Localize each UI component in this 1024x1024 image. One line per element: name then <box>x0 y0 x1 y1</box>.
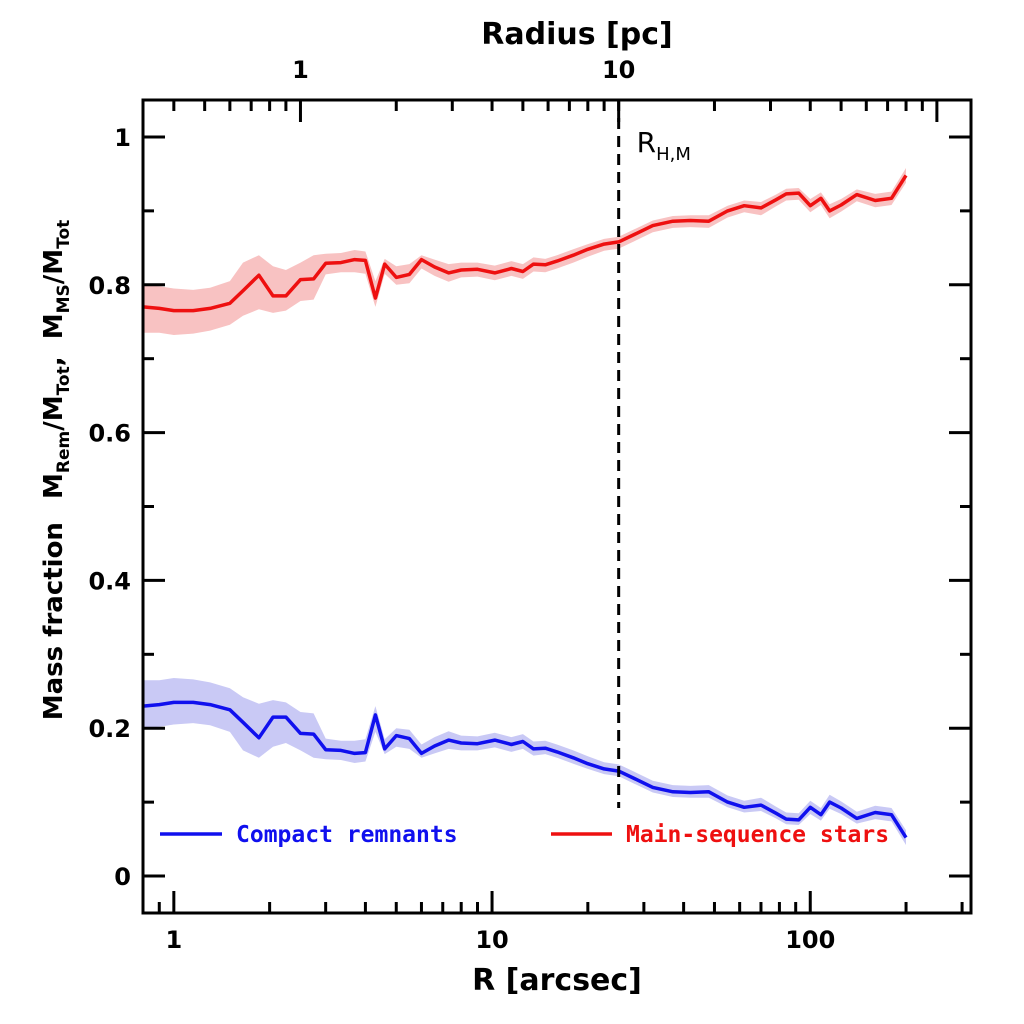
y-tick-label: 0 <box>114 863 131 891</box>
y-axis-label-prefix: Mass fraction <box>39 522 69 720</box>
x-bottom-tick-label: 10 <box>475 926 508 954</box>
plot-frame <box>141 98 973 915</box>
y-axis-label-m-rem: M <box>39 473 69 499</box>
y-axis-label-m-ms: M <box>39 313 69 339</box>
y-axis-label-sep: , <box>39 356 69 366</box>
rhm-label: RH,M <box>637 126 691 165</box>
legend: Compact remnants Main-sequence stars <box>160 822 889 848</box>
y-tick-label: 0.6 <box>88 420 131 448</box>
y-tick-label: 0.2 <box>88 715 131 743</box>
y-tick-label: 0.4 <box>88 567 131 595</box>
x-bottom-tick-label: 1 <box>165 926 182 954</box>
series-lines <box>142 174 908 839</box>
x-top-tick-label: 1 <box>292 56 309 84</box>
y-axis-label-ms-sub: MS <box>54 284 74 313</box>
legend-label-main-sequence-stars: Main-sequence stars <box>626 822 889 848</box>
x-bottom-tick-label: 100 <box>785 926 835 954</box>
compact-remnants-band <box>143 678 906 845</box>
error-bands <box>143 168 906 845</box>
y-axis-label-m-tot-2: /M <box>39 249 69 284</box>
y-axis-label-rem-sub: Rem <box>54 431 74 473</box>
legend-label-compact-remnants: Compact remnants <box>236 822 458 848</box>
compact-remnants-line <box>142 700 908 839</box>
x-axis-label: R [arcsec] <box>472 963 642 998</box>
y-axis-label-tot-sub-1: Tot <box>54 366 74 395</box>
x-top-axis-label: Radius [pc] <box>481 17 672 52</box>
main-sequence-stars-band <box>143 168 906 335</box>
y-axis-label-tot-sub-2: Tot <box>54 220 74 249</box>
x-top-tick-label: 10 <box>602 56 635 84</box>
main-sequence-stars-line <box>142 174 908 313</box>
y-tick-label: 0.8 <box>88 272 131 300</box>
y-axis-label: Mass fraction MRem/MTot, MMS/MTot <box>39 220 74 721</box>
annotation-layer: RH,M <box>617 100 691 808</box>
rhm-label-sub: H,M <box>656 144 691 165</box>
rhm-label-main: R <box>637 126 656 159</box>
y-axis-label-m-tot-1: /M <box>39 395 69 430</box>
y-tick-label: 1 <box>114 124 131 152</box>
